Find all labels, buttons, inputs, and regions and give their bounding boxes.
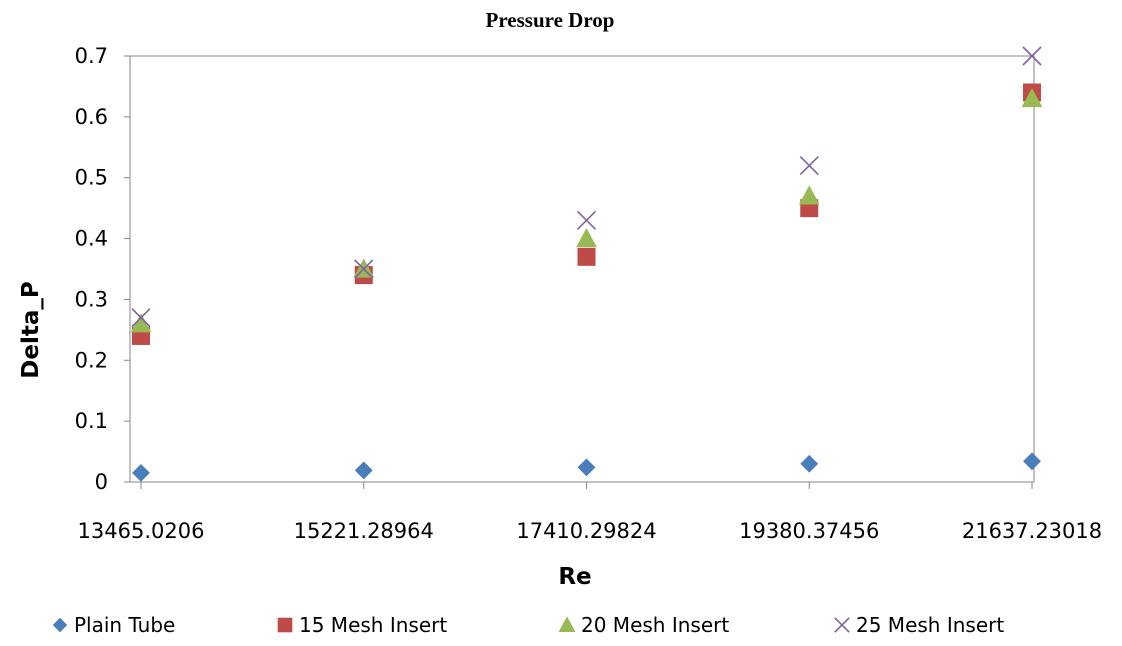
data-point [800,454,819,473]
legend-item: 20 Mesh Insert [558,613,729,637]
legend-label: 25 Mesh Insert [856,613,1004,637]
data-point [354,461,373,480]
y-tick-label: 0.5 [75,166,108,190]
data-point [1023,452,1041,471]
data-point [1022,46,1042,66]
y-tick-label: 0.2 [75,348,108,372]
data-point [1021,88,1043,108]
y-tick-label: 0.3 [75,287,108,311]
legend-marker [558,616,576,632]
y-tick-label: 0.6 [75,105,108,129]
series-20-mesh-insert [130,88,1043,333]
legend-label: Plain Tube [74,613,175,637]
data-point [576,228,597,248]
legend-marker [52,617,68,633]
legend-item: 15 Mesh Insert [277,613,447,637]
y-tick-label: 0.7 [75,44,108,68]
y-tick-label: 0.4 [75,227,108,251]
legend-marker [277,617,293,633]
data-point [131,308,151,328]
data-point [798,185,820,205]
data-point [576,210,597,230]
y-tick-label: 0.1 [75,409,108,433]
x-tick-label: 21637.23018 [962,519,1102,543]
data-point [132,463,150,482]
legend-item: Plain Tube [52,613,175,637]
data-point [354,259,374,279]
series-25-mesh-insert [131,46,1042,328]
x-tick-label: 13465.0206 [78,519,205,543]
y-axis-label: Delta_P [18,281,44,378]
legend-label: 15 Mesh Insert [299,613,447,637]
x-tick-label: 17410.29824 [516,519,656,543]
x-axis-label: Re [558,564,591,590]
legend-item: 25 Mesh Insert [834,613,1004,637]
x-axis: 13465.0206 15221.28964 17410.29824 19380.37… [78,482,1102,543]
legend-marker [834,617,850,633]
series-plain-tube [132,452,1041,482]
series-15-mesh-insert [132,83,1041,345]
data-point [577,247,596,266]
legend-label: 20 Mesh Insert [581,613,729,637]
y-tick-label: 0 [95,470,108,494]
data-point [577,458,596,477]
plot-area [129,55,1035,483]
x-tick-label: 15221.28964 [294,519,434,543]
series-layer [130,46,1043,482]
legend: Plain Tube 15 Mesh Insert 20 Mesh Insert 25… [52,613,1004,637]
data-point [799,155,819,176]
chart-title: Pressure Drop [486,8,615,32]
x-tick-label: 19380.37456 [739,519,879,543]
y-axis: 0 0.1 0.2 0.3 0.4 0.5 0.6 0.7 [75,44,130,494]
